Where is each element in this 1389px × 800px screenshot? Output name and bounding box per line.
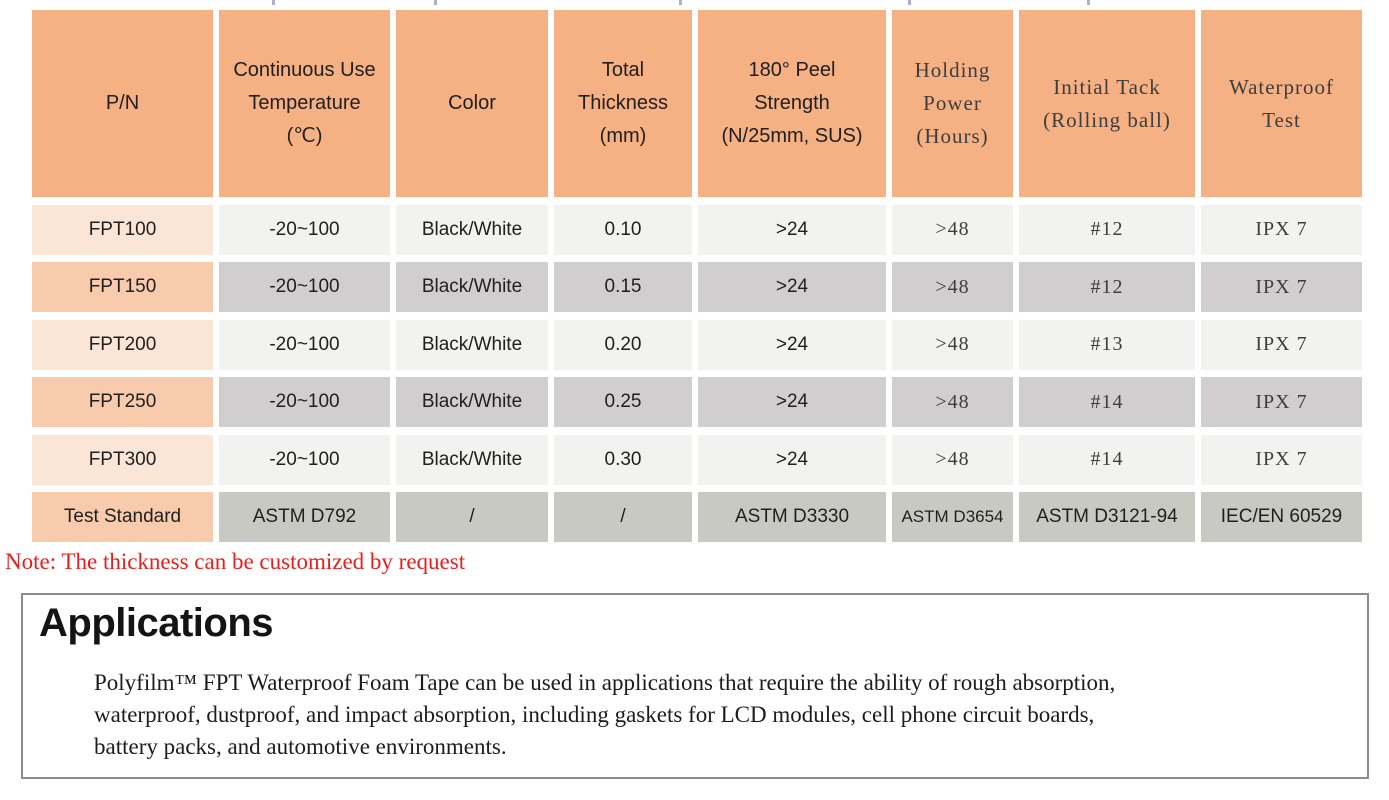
spec-table: P/N Continuous Use Temperature (℃) Color Tota… bbox=[32, 10, 1362, 542]
column-header-peel: 180° Peel Strength (N/25mm, SUS) bbox=[698, 10, 886, 197]
column-header-line: 180° Peel bbox=[748, 59, 836, 81]
test-standard-cell-peel: ASTM D3330 bbox=[698, 492, 886, 542]
table-cell-fpt200-peel: >24 bbox=[698, 319, 886, 370]
table-cell-fpt100-temperature: -20~100 bbox=[219, 204, 390, 255]
test-standard-cell-tack: ASTM D3121-94 bbox=[1019, 492, 1195, 542]
test-standard-cell-pn: Test Standard bbox=[32, 492, 213, 542]
table-cell-fpt200-holding: >48 bbox=[892, 319, 1013, 370]
column-header-line: Test bbox=[1262, 107, 1301, 132]
table-cell-fpt250-pn: FPT250 bbox=[32, 377, 213, 427]
table-cell-fpt300-color: Black/White bbox=[396, 434, 548, 485]
column-header-color: Color bbox=[396, 10, 548, 197]
test-standard-cell-temperature: ASTM D792 bbox=[219, 492, 390, 542]
table-cell-fpt100-peel: >24 bbox=[698, 204, 886, 255]
table-cell-fpt300-pn: FPT300 bbox=[32, 434, 213, 485]
column-header-line: Total bbox=[601, 59, 645, 81]
column-header-line: Initial Tack bbox=[1053, 74, 1161, 99]
column-header-tack: Initial Tack (Rolling ball) bbox=[1019, 10, 1195, 197]
table-cell-fpt150-holding: >48 bbox=[892, 262, 1013, 312]
table-cell-fpt150-waterproof: IPX 7 bbox=[1201, 262, 1362, 312]
table-cell-fpt150-pn: FPT150 bbox=[32, 262, 213, 312]
table-cell-fpt150-thickness: 0.15 bbox=[554, 262, 692, 312]
table-cell-fpt150-tack: #12 bbox=[1019, 262, 1195, 312]
column-header-line: P/N bbox=[105, 92, 140, 114]
column-header-line: Continuous Use bbox=[233, 59, 376, 81]
applications-paragraph: Polyfilm™ FPT Waterproof Foam Tape can b… bbox=[94, 667, 1115, 763]
column-header-line: (mm) bbox=[599, 125, 647, 147]
table-cell-fpt250-thickness: 0.25 bbox=[554, 377, 692, 427]
table-cell-fpt300-temperature: -20~100 bbox=[219, 434, 390, 485]
column-header-temperature: Continuous Use Temperature (℃) bbox=[219, 10, 390, 197]
column-header-line: (Rolling ball) bbox=[1043, 107, 1171, 132]
top-edge-tick bbox=[272, 0, 275, 5]
test-standard-cell-thickness: / bbox=[554, 492, 692, 542]
test-standard-cell-color: / bbox=[396, 492, 548, 542]
test-standard-cell-waterproof: IEC/EN 60529 bbox=[1201, 492, 1362, 542]
column-header-line: Power bbox=[923, 91, 982, 115]
table-cell-fpt200-color: Black/White bbox=[396, 319, 548, 370]
table-cell-fpt250-holding: >48 bbox=[892, 377, 1013, 427]
table-cell-fpt250-waterproof: IPX 7 bbox=[1201, 377, 1362, 427]
column-header-holding: Holding Power (Hours) bbox=[892, 10, 1013, 197]
column-header-pn: P/N bbox=[32, 10, 213, 197]
top-edge-tick bbox=[679, 0, 682, 5]
column-header-waterproof: Waterproof Test bbox=[1201, 10, 1362, 197]
table-cell-fpt100-tack: #12 bbox=[1019, 204, 1195, 255]
column-header-line: Thickness bbox=[577, 92, 669, 114]
column-header-line: Color bbox=[448, 92, 496, 114]
applications-line: Polyfilm™ FPT Waterproof Foam Tape can b… bbox=[94, 670, 1116, 695]
applications-line: battery packs, and automotive environmen… bbox=[94, 734, 507, 759]
table-cell-fpt200-tack: #13 bbox=[1019, 319, 1195, 370]
table-cell-fpt250-peel: >24 bbox=[698, 377, 886, 427]
column-header-line: Holding bbox=[914, 58, 991, 82]
table-cell-fpt300-waterproof: IPX 7 bbox=[1201, 434, 1362, 485]
table-cell-fpt250-temperature: -20~100 bbox=[219, 377, 390, 427]
column-header-line: (℃) bbox=[286, 125, 323, 147]
top-edge-tick bbox=[1087, 0, 1090, 5]
table-cell-fpt100-thickness: 0.10 bbox=[554, 204, 692, 255]
applications-section: Applications Polyfilm™ FPT Waterproof Fo… bbox=[21, 593, 1369, 779]
top-edge-tick bbox=[434, 0, 437, 5]
table-cell-fpt300-peel: >24 bbox=[698, 434, 886, 485]
column-header-thickness: Total Thickness (mm) bbox=[554, 10, 692, 197]
table-cell-fpt150-color: Black/White bbox=[396, 262, 548, 312]
column-header-line: Strength bbox=[754, 92, 830, 114]
column-header-line: Waterproof bbox=[1228, 74, 1335, 99]
table-cell-fpt200-waterproof: IPX 7 bbox=[1201, 319, 1362, 370]
table-cell-fpt250-color: Black/White bbox=[396, 377, 548, 427]
table-cell-fpt100-pn: FPT100 bbox=[32, 204, 213, 255]
applications-line: waterproof, dustproof, and impact absorp… bbox=[94, 702, 1095, 727]
table-cell-fpt150-peel: >24 bbox=[698, 262, 886, 312]
table-cell-fpt150-temperature: -20~100 bbox=[219, 262, 390, 312]
table-cell-fpt300-holding: >48 bbox=[892, 434, 1013, 485]
top-edge-tick bbox=[908, 0, 911, 5]
column-header-line: (Hours) bbox=[916, 124, 989, 148]
column-header-line: Temperature bbox=[248, 92, 361, 114]
table-cell-fpt100-color: Black/White bbox=[396, 204, 548, 255]
table-cell-fpt300-tack: #14 bbox=[1019, 434, 1195, 485]
table-cell-fpt200-temperature: -20~100 bbox=[219, 319, 390, 370]
table-cell-fpt100-holding: >48 bbox=[892, 204, 1013, 255]
table-cell-fpt200-thickness: 0.20 bbox=[554, 319, 692, 370]
applications-heading: Applications bbox=[39, 601, 274, 645]
table-cell-fpt250-tack: #14 bbox=[1019, 377, 1195, 427]
column-header-line: (N/25mm, SUS) bbox=[721, 125, 863, 147]
test-standard-cell-holding: ASTM D3654 bbox=[892, 492, 1013, 542]
table-cell-fpt200-pn: FPT200 bbox=[32, 319, 213, 370]
note-text: Note: The thickness can be customized by… bbox=[5, 549, 466, 574]
table-cell-fpt100-waterproof: IPX 7 bbox=[1201, 204, 1362, 255]
table-cell-fpt300-thickness: 0.30 bbox=[554, 434, 692, 485]
